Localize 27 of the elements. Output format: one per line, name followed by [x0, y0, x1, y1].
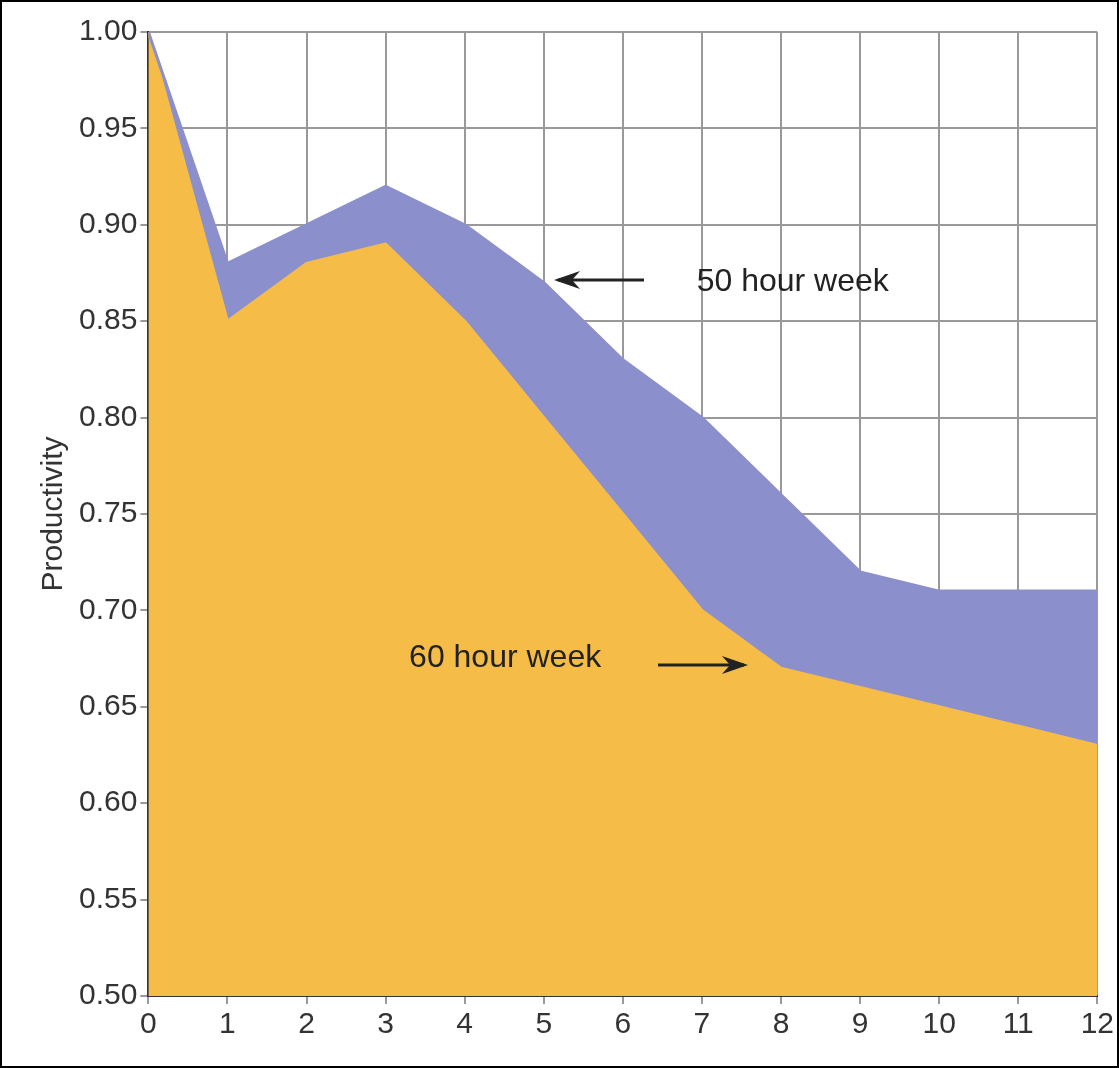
x-tick-label: 5 — [535, 1006, 553, 1040]
x-tick-label: 7 — [693, 1006, 711, 1040]
x-tick-label: 10 — [922, 1006, 956, 1040]
y-tick-label: 0.60 — [79, 784, 138, 818]
x-tick-label: 8 — [772, 1006, 790, 1040]
y-tick-label: 0.90 — [79, 206, 138, 240]
x-tick-label: 9 — [851, 1006, 869, 1040]
y-tick-label: 0.85 — [79, 302, 138, 336]
y-axis-title: Productivity — [35, 436, 69, 592]
y-tick-label: 0.65 — [79, 688, 138, 722]
x-tick-label: 1 — [219, 1006, 236, 1040]
x-tick-label: 4 — [456, 1006, 474, 1040]
y-tick-label: 1.00 — [79, 13, 138, 47]
annotation: 60 hour week — [409, 638, 603, 675]
x-tick-label: 3 — [377, 1006, 394, 1040]
y-tick-label: 0.50 — [79, 977, 138, 1011]
x-tick-label: 6 — [614, 1006, 632, 1040]
x-tick-label: 12 — [1080, 1006, 1114, 1040]
y-tick-label: 0.95 — [79, 109, 138, 143]
y-tick-label: 0.55 — [79, 880, 138, 914]
x-tick-label: 0 — [140, 1006, 157, 1040]
y-tick-label: 0.80 — [79, 398, 138, 432]
y-tick-label: 0.70 — [79, 591, 138, 625]
annotation: 50 hour week — [696, 261, 890, 298]
x-tick-label: 2 — [298, 1006, 315, 1040]
y-tick-label: 0.75 — [79, 495, 138, 529]
x-tick-label: 11 — [1002, 1006, 1034, 1040]
